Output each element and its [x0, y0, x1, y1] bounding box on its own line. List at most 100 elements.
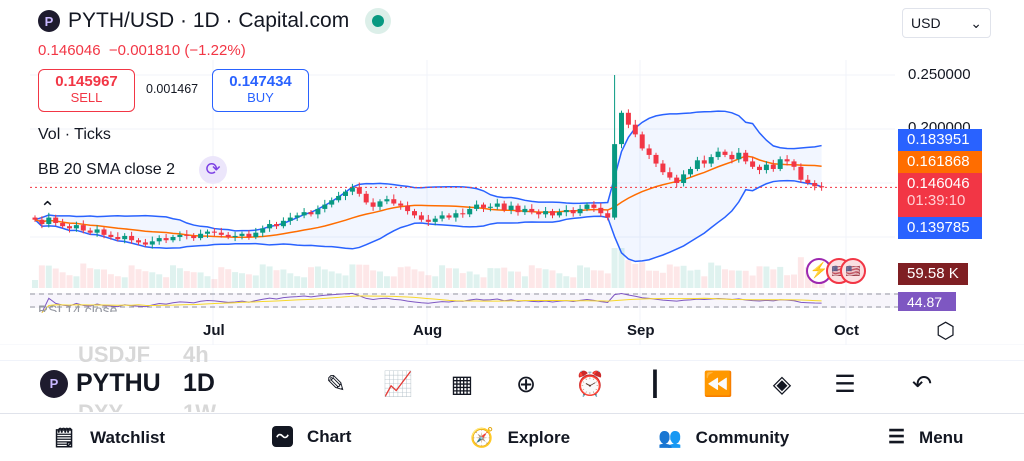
- pyth-logo-icon: P: [38, 10, 60, 32]
- bb-legend[interactable]: BB 20 SMA close 2: [38, 161, 175, 178]
- volume-bar: [501, 267, 508, 288]
- candle: [177, 234, 183, 237]
- bottom-nav: 🗒 Watchlist 〜 Chart 🧭 Explore 👥 Community ☰ M…: [0, 413, 1024, 461]
- nav-watchlist[interactable]: 🗒 Watchlist: [52, 426, 165, 450]
- nav-explore[interactable]: 🧭 Explore: [470, 426, 570, 450]
- interval-picker[interactable]: 1D: [183, 369, 215, 398]
- volume-bar: [542, 269, 549, 288]
- candle: [267, 224, 273, 229]
- volume-legend[interactable]: Vol · Ticks: [38, 126, 111, 143]
- volume-bar: [377, 271, 383, 288]
- candle: [460, 213, 466, 215]
- volume-bar: [259, 264, 266, 288]
- candle: [763, 164, 769, 171]
- volume-bar: [142, 271, 149, 288]
- volume-bar: [521, 276, 528, 288]
- volume-bar: [494, 268, 501, 288]
- settings-sliders-icon[interactable]: ☰: [834, 371, 856, 398]
- drawing-pencil-icon[interactable]: ✎: [325, 371, 347, 398]
- volume-bar: [680, 265, 687, 288]
- replay-icon[interactable]: ⏪: [703, 371, 733, 398]
- volume-bar: [252, 275, 259, 288]
- volume-bar: [742, 270, 749, 288]
- candle-type-icon[interactable]: ┃: [647, 371, 663, 398]
- add-plus-icon[interactable]: ⊕: [515, 371, 537, 398]
- rsi-ma-line: [41, 295, 822, 314]
- volume-bar: [239, 273, 245, 288]
- candle: [398, 203, 404, 206]
- volume-bar: [625, 260, 632, 288]
- candle: [722, 151, 728, 155]
- candle: [115, 237, 121, 240]
- volume-bar: [128, 265, 135, 288]
- nav-menu[interactable]: ☰ Menu: [888, 426, 963, 449]
- volume-bar: [411, 269, 418, 288]
- chart-settings-hexagon-icon[interactable]: ⬡: [936, 318, 956, 343]
- volume-bar: [701, 276, 708, 288]
- alarm-clock-icon[interactable]: ⏰: [575, 371, 605, 398]
- volume-bar: [784, 275, 791, 288]
- price-chart[interactable]: [0, 0, 1024, 345]
- undo-icon[interactable]: ↶: [911, 371, 933, 398]
- sell-button[interactable]: 0.145967 SELL: [38, 69, 135, 112]
- candle: [232, 235, 238, 237]
- candle: [529, 208, 535, 213]
- volume-bar: [204, 276, 211, 288]
- candle: [60, 222, 66, 227]
- candle: [363, 193, 369, 203]
- nav-community[interactable]: 👥 Community: [658, 426, 789, 450]
- candle: [142, 242, 148, 245]
- candle: [191, 235, 197, 239]
- candle: [625, 112, 631, 125]
- volume-bar: [342, 275, 349, 288]
- candle: [660, 163, 666, 173]
- volume-bar: [446, 268, 452, 288]
- rsi-legend[interactable]: RSI 14 close: [38, 302, 118, 312]
- currency-select[interactable]: USD ⌄: [902, 8, 991, 38]
- volume-bar: [687, 270, 694, 288]
- nav-chart[interactable]: 〜 Chart: [272, 426, 351, 447]
- ghost-interval-above: 4h: [183, 342, 209, 362]
- sell-price: 0.145967: [55, 73, 118, 90]
- candle: [487, 206, 493, 208]
- interval-value: 1D: [183, 369, 215, 397]
- candle: [577, 208, 583, 214]
- volume-bar: [722, 269, 728, 288]
- volume-bar: [666, 264, 673, 288]
- candle: [798, 166, 804, 180]
- candle: [784, 159, 790, 162]
- chart-title[interactable]: P PYTH/USD · 1D · Capital.com: [38, 8, 392, 34]
- volume-bar: [94, 269, 101, 288]
- candle: [750, 161, 756, 167]
- candle: [274, 224, 279, 227]
- candle: [280, 220, 286, 227]
- volume-bar: [735, 270, 742, 288]
- market-open-icon: [365, 8, 392, 34]
- indicators-icon[interactable]: 📈: [383, 371, 413, 398]
- candle: [32, 217, 38, 220]
- volume-bar: [107, 274, 114, 288]
- sync-icon[interactable]: ⟳: [199, 156, 227, 184]
- volume-bar: [314, 266, 321, 288]
- volume-bar: [170, 265, 176, 288]
- volume-bar: [528, 265, 535, 288]
- volume-bar: [673, 266, 680, 288]
- compass-icon: 🧭: [470, 428, 494, 449]
- symbol-name: PYTHU: [76, 369, 161, 397]
- symbol-picker[interactable]: P PYTHU: [40, 369, 161, 398]
- candle: [294, 215, 300, 218]
- us-event-flag-icon[interactable]: 🇺🇸: [840, 258, 866, 284]
- volume-bar: [87, 268, 94, 288]
- layers-icon[interactable]: ◈: [772, 371, 792, 398]
- layouts-grid-icon[interactable]: ▦: [450, 371, 474, 398]
- candle: [39, 219, 45, 225]
- volume-bar: [556, 273, 563, 288]
- collapse-chevron-icon[interactable]: ⌃: [40, 198, 56, 218]
- candle: [757, 166, 762, 171]
- candle: [812, 183, 818, 187]
- volume-bar: [52, 268, 59, 288]
- buy-button[interactable]: 0.147434 BUY: [212, 69, 309, 112]
- candle: [184, 234, 190, 236]
- candle: [584, 204, 590, 209]
- candle: [474, 204, 480, 209]
